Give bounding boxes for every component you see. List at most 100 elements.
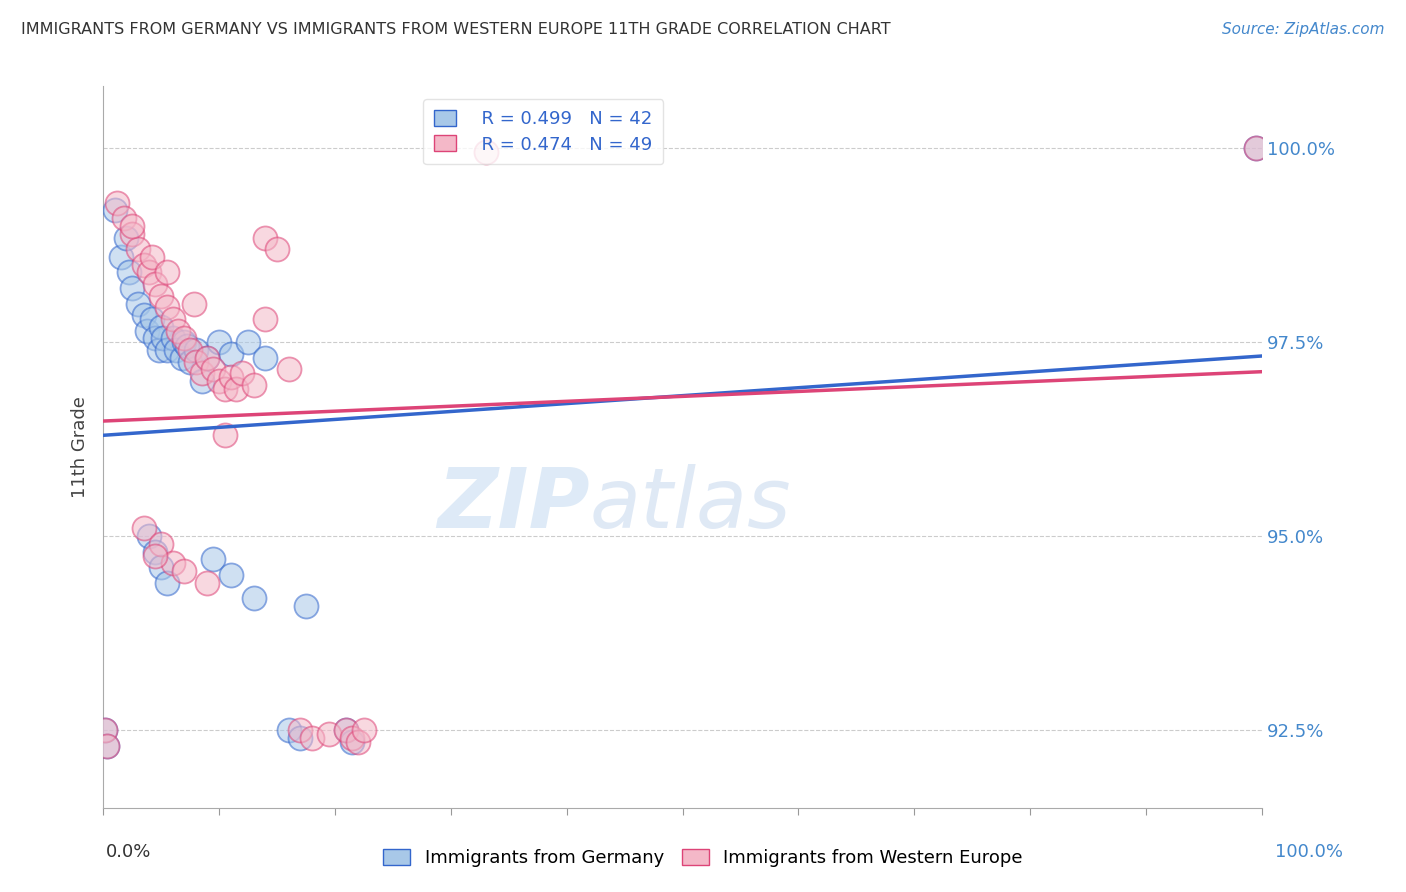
Point <box>219 370 242 384</box>
Point <box>197 351 219 365</box>
Point <box>179 343 201 357</box>
Point <box>214 382 236 396</box>
Point <box>190 367 212 381</box>
Point <box>156 343 179 357</box>
Point <box>94 723 117 737</box>
Point <box>127 296 149 310</box>
Text: ZIP: ZIP <box>437 464 589 545</box>
Point <box>197 575 219 590</box>
Point <box>141 312 163 326</box>
Point <box>162 331 184 345</box>
Point <box>143 277 166 292</box>
Point <box>266 242 288 256</box>
Point <box>162 557 184 571</box>
Point <box>254 351 277 365</box>
Point <box>121 281 143 295</box>
Point <box>277 723 299 737</box>
Point <box>277 362 299 376</box>
Point <box>115 230 138 244</box>
Point <box>179 354 201 368</box>
Point <box>242 378 264 392</box>
Point <box>96 739 118 753</box>
Point <box>236 335 259 350</box>
Point <box>231 367 253 381</box>
Point <box>162 312 184 326</box>
Point <box>335 723 357 737</box>
Point <box>202 552 225 566</box>
Point <box>225 382 247 396</box>
Point <box>184 354 207 368</box>
Point <box>141 250 163 264</box>
Point <box>150 537 173 551</box>
Point <box>1244 141 1267 155</box>
Point <box>104 203 127 218</box>
Point <box>288 723 311 737</box>
Point <box>353 723 375 737</box>
Point <box>242 591 264 606</box>
Text: Source: ZipAtlas.com: Source: ZipAtlas.com <box>1222 22 1385 37</box>
Point <box>112 211 135 226</box>
Point <box>219 347 242 361</box>
Point <box>190 374 212 388</box>
Point <box>156 575 179 590</box>
Point <box>156 301 179 315</box>
Legend:   R = 0.499   N = 42,   R = 0.474   N = 49: R = 0.499 N = 42, R = 0.474 N = 49 <box>423 99 664 164</box>
Point <box>214 428 236 442</box>
Legend: Immigrants from Germany, Immigrants from Western Europe: Immigrants from Germany, Immigrants from… <box>375 841 1031 874</box>
Point <box>347 734 370 748</box>
Point <box>301 731 323 745</box>
Point <box>254 312 277 326</box>
Point <box>335 723 357 737</box>
Point <box>156 265 179 279</box>
Point <box>132 258 155 272</box>
Point <box>173 564 195 578</box>
Point <box>138 529 160 543</box>
Point <box>121 227 143 241</box>
Point <box>219 568 242 582</box>
Point <box>148 343 170 357</box>
Point <box>143 544 166 558</box>
Point <box>342 734 364 748</box>
Point <box>474 145 496 160</box>
Text: 0.0%: 0.0% <box>105 843 150 861</box>
Point <box>342 731 364 745</box>
Point <box>150 319 173 334</box>
Point <box>127 242 149 256</box>
Point <box>176 339 198 353</box>
Point <box>208 335 231 350</box>
Point <box>183 296 205 310</box>
Point <box>94 723 117 737</box>
Point <box>150 289 173 303</box>
Point <box>152 331 174 345</box>
Point <box>254 230 277 244</box>
Point <box>136 324 159 338</box>
Point <box>288 731 311 745</box>
Point <box>165 343 187 357</box>
Point <box>202 362 225 376</box>
Point <box>1244 141 1267 155</box>
Point <box>150 560 173 574</box>
Text: atlas: atlas <box>589 464 792 545</box>
Point <box>132 521 155 535</box>
Point <box>295 599 318 613</box>
Point <box>105 195 128 210</box>
Point <box>197 351 219 365</box>
Point <box>143 331 166 345</box>
Point <box>132 308 155 322</box>
Point <box>138 265 160 279</box>
Point <box>208 374 231 388</box>
Text: IMMIGRANTS FROM GERMANY VS IMMIGRANTS FROM WESTERN EUROPE 11TH GRADE CORRELATION: IMMIGRANTS FROM GERMANY VS IMMIGRANTS FR… <box>21 22 891 37</box>
Point <box>167 324 190 338</box>
Point <box>143 549 166 563</box>
Point <box>170 351 193 365</box>
Point <box>110 250 132 264</box>
Point <box>121 219 143 233</box>
Point <box>173 331 195 345</box>
Y-axis label: 11th Grade: 11th Grade <box>72 396 89 498</box>
Point <box>96 739 118 753</box>
Point <box>173 335 195 350</box>
Point <box>318 727 340 741</box>
Point <box>117 265 139 279</box>
Text: 100.0%: 100.0% <box>1275 843 1343 861</box>
Point <box>184 343 207 357</box>
